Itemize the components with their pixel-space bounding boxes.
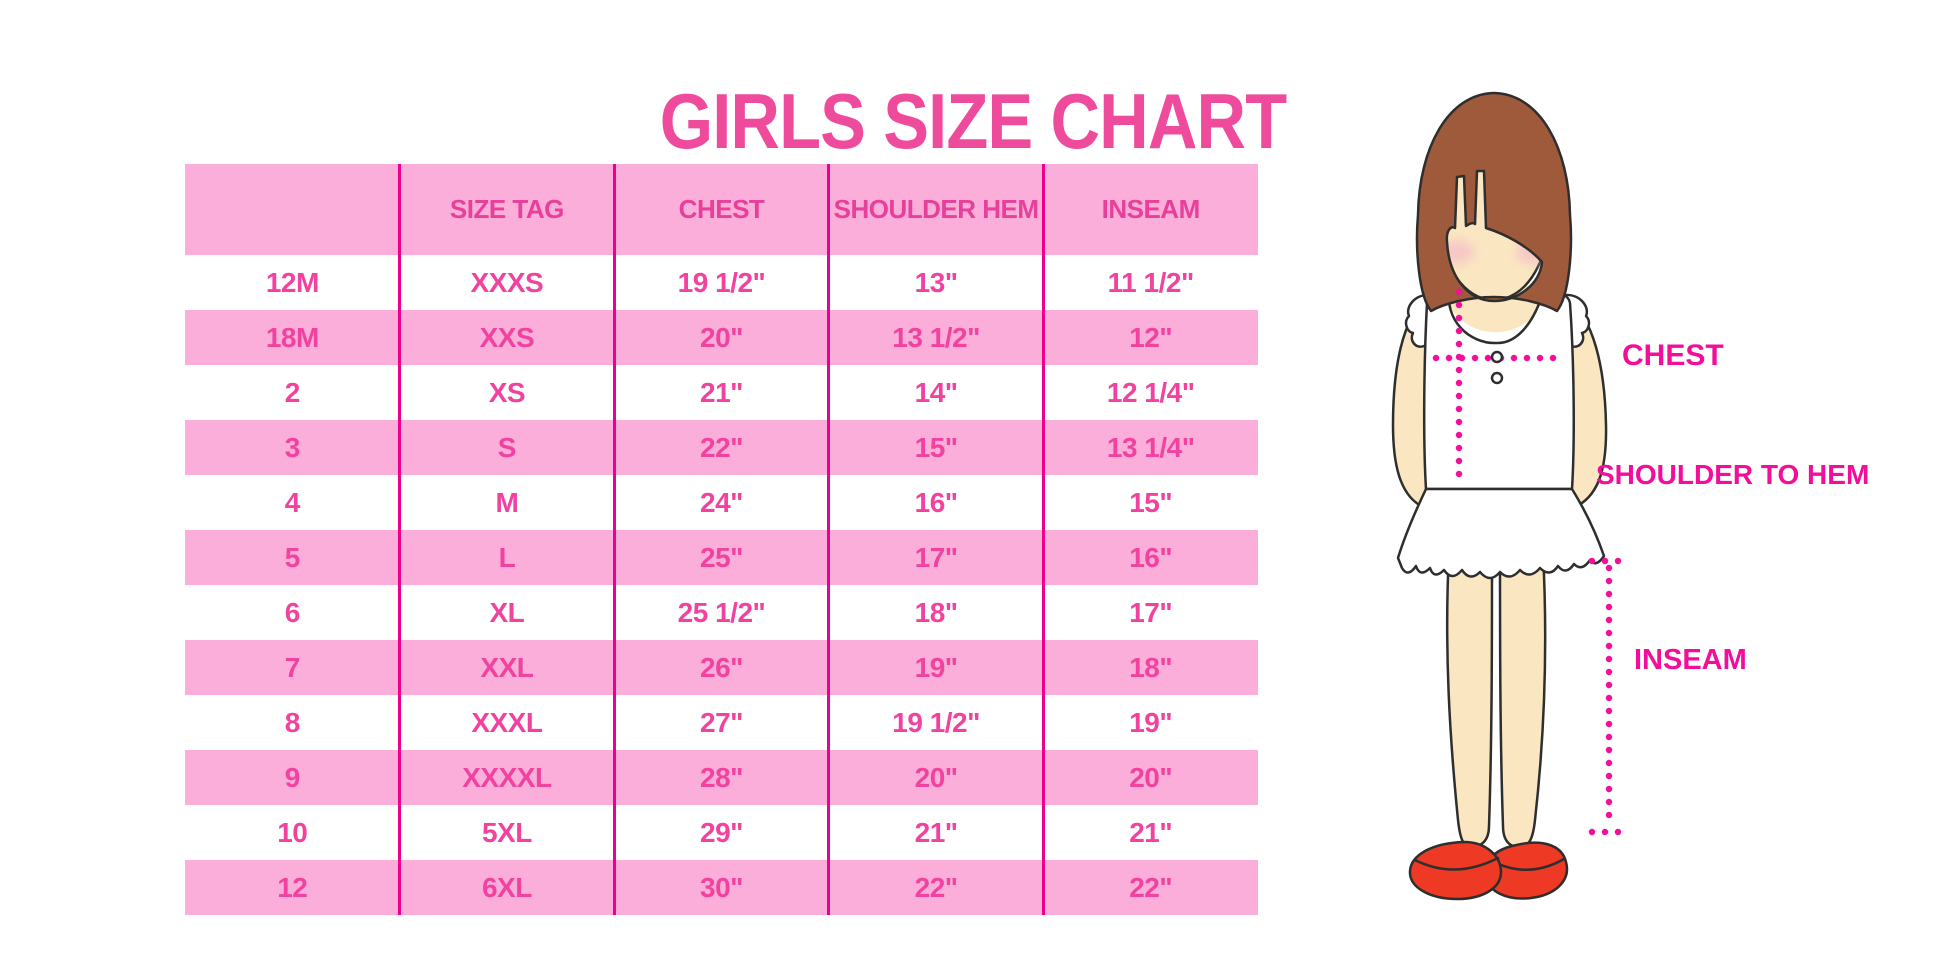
table-cell: 19" (1129, 706, 1173, 738)
table-cell: XXS (479, 321, 535, 353)
table-cell: 26" (700, 651, 743, 683)
table-cell: 5XL (481, 816, 532, 848)
page-title: GIRLS SIZE CHART (659, 77, 1287, 166)
table-cell: 27" (700, 706, 743, 738)
table-cell: 28" (700, 761, 743, 793)
table-cell: M (495, 486, 519, 518)
table-cell: 19 1/2" (892, 706, 980, 738)
table-cell: 8 (284, 706, 301, 738)
column-divider (398, 164, 402, 915)
table-row: 12 6XL 30" 22" 22" (185, 860, 1258, 915)
girl-illustration (1391, 91, 1624, 901)
bottom-button (1490, 371, 1504, 385)
table-row: 5 L 25" 17" 16" (185, 530, 1258, 585)
table-cell: 6XL (481, 871, 532, 903)
table-cell: 9 (284, 761, 301, 793)
shoulder-to-hem-label: SHOULDER TO HEM (1596, 459, 1870, 490)
size-table: SIZE TAG CHEST SHOULDER HEM INSEAM 12M XXXS 1… (185, 164, 1258, 915)
table-row: 12M XXXS 19 1/2" 13" 11 1/2" (185, 255, 1258, 310)
table-header-row: SIZE TAG CHEST SHOULDER HEM INSEAM (185, 164, 1258, 255)
table-cell: 14" (914, 376, 958, 408)
table-cell: 20" (700, 321, 743, 353)
table-cell: CHEST (678, 194, 765, 224)
table-cell: XXL (480, 651, 534, 683)
table-row: 3 S 22" 15" 13 1/4" (185, 420, 1258, 475)
table-cell: 13" (914, 266, 958, 298)
table-cell: 15" (1129, 486, 1173, 518)
table-cell: 7 (284, 651, 301, 683)
table-cell: 19 1/2" (677, 266, 766, 298)
table-cell: 12 (277, 871, 308, 903)
table-row: 9 XXXXL 28" 20" 20" (185, 750, 1258, 805)
left-leg (1445, 550, 1494, 849)
table-cell: 12" (1129, 321, 1173, 353)
table-row: 2 XS 21" 14" 12 1/4" (185, 365, 1258, 420)
table-cell: INSEAM (1101, 194, 1201, 224)
hair (1415, 91, 1573, 313)
right-leg (1498, 550, 1547, 849)
table-cell: XXXS (470, 266, 544, 298)
table-cell: XL (489, 596, 525, 628)
table-cell: 18" (1129, 651, 1173, 683)
table-cell: 16" (914, 486, 958, 518)
inseam-label: INSEAM (1634, 644, 1747, 676)
table-cell: 3 (284, 431, 301, 463)
table-cell: 12 1/4" (1106, 376, 1195, 408)
table-cell: 25" (700, 541, 743, 573)
top-button (1490, 350, 1504, 364)
table-cell: L (498, 541, 516, 573)
table-cell: 30" (700, 871, 743, 903)
table-cell: 17" (914, 541, 958, 573)
table-cell: 16" (1129, 541, 1173, 573)
table-row: 10 5XL 29" 21" 21" (185, 805, 1258, 860)
table-cell: S (497, 431, 517, 463)
left-shoe-strap (1413, 856, 1500, 871)
size-table-rows: 12M XXXS 19 1/2" 13" 11 1/2" 18M XXS 20" 13 1/2"… (185, 255, 1258, 915)
table-cell: 12M (265, 266, 319, 298)
table-cell: 21" (914, 816, 958, 848)
table-cell: 5 (284, 541, 301, 573)
table-cell: 22" (1129, 871, 1173, 903)
table-row: 7 XXL 26" 19" 18" (185, 640, 1258, 695)
table-cell: 18M (265, 321, 319, 353)
table-cell: XS (488, 376, 526, 408)
table-cell: 21" (1129, 816, 1173, 848)
table-cell: SIZE TAG (449, 194, 564, 224)
skirt-ruffle (1396, 487, 1606, 580)
table-cell: 4 (284, 486, 301, 518)
table-cell: 18" (914, 596, 958, 628)
table-cell: 17" (1129, 596, 1173, 628)
table-cell: 2 (284, 376, 301, 408)
table-cell: 10 (277, 816, 308, 848)
table-cell: XXXXL (462, 761, 552, 793)
column-divider (827, 164, 831, 915)
table-row: 4 M 24" 16" 15" (185, 475, 1258, 530)
table-cell: XXXL (471, 706, 543, 738)
chest-label: CHEST (1622, 339, 1724, 372)
table-cell: 24" (700, 486, 743, 518)
table-cell: 29" (700, 816, 743, 848)
table-cell: 22" (700, 431, 743, 463)
table-row: 6 XL 25 1/2" 18" 17" (185, 585, 1258, 640)
table-cell: 15" (914, 431, 958, 463)
table-cell: 13 1/4" (1106, 431, 1195, 463)
table-cell: 20" (1129, 761, 1173, 793)
table-row: 18M XXS 20" 13 1/2" 12" (185, 310, 1258, 365)
bodice (1422, 284, 1575, 491)
table-cell: 22" (914, 871, 958, 903)
column-divider (612, 164, 616, 915)
table-cell (185, 164, 400, 255)
table-cell: 11 1/2" (1107, 266, 1195, 298)
table-cell: 20" (914, 761, 958, 793)
table-cell: 25 1/2" (677, 596, 766, 628)
column-divider (1041, 164, 1045, 915)
table-row: 8 XXXL 27" 19 1/2" 19" (185, 695, 1258, 750)
table-cell: 21" (700, 376, 743, 408)
table-cell: 6 (284, 596, 301, 628)
table-cell: SHOULDER HEM (833, 194, 1039, 224)
table-cell: 13 1/2" (892, 321, 980, 353)
table-cell: 19" (914, 651, 958, 683)
